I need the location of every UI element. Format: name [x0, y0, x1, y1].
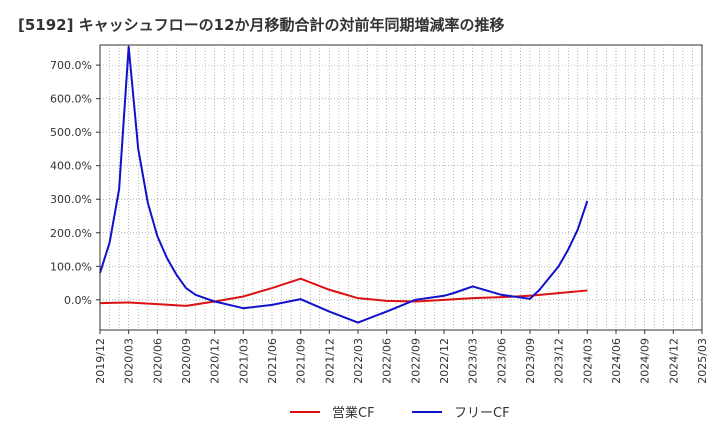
x-tick-label: 2021/06 [266, 338, 279, 384]
y-tick-label: 400.0% [50, 160, 92, 173]
x-tick-label: 2021/09 [295, 338, 308, 384]
y-axis: 0.0% 100.0% 200.0% 300.0% 400.0% 500.0% 600.0%… [50, 59, 100, 307]
x-axis: 2019/12 2020/03 2020/06 2020/09 2020/12 2021/… [94, 330, 709, 384]
x-tick-label: 2021/12 [323, 338, 336, 384]
legend: 営業CF フリーCF [290, 405, 510, 421]
x-tick-label: 2025/03 [696, 338, 709, 384]
x-tick-label: 2021/03 [237, 338, 250, 384]
x-tick-label: 2020/06 [151, 338, 164, 384]
series-line-free-cf [99, 45, 589, 324]
x-tick-label: 2022/12 [438, 338, 451, 384]
x-tick-label: 2024/03 [581, 338, 594, 384]
x-tick-label: 2024/12 [667, 338, 680, 384]
legend-label: フリーCF [454, 406, 510, 421]
x-tick-label: 2023/06 [495, 338, 508, 384]
x-tick-label: 2023/03 [467, 338, 480, 384]
y-tick-label: 200.0% [50, 227, 92, 240]
y-tick-label: 0.0% [64, 294, 92, 307]
y-tick-label: 100.0% [50, 260, 92, 273]
x-tick-label: 2020/03 [123, 338, 136, 384]
legend-label: 営業CF [332, 405, 375, 421]
x-tick-label: 2024/09 [639, 338, 652, 384]
x-tick-label: 2024/06 [610, 338, 623, 384]
x-tick-label: 2022/06 [381, 338, 394, 384]
x-tick-label: 2022/03 [352, 338, 365, 384]
series-group [99, 45, 589, 324]
chart-title: [5192] キャッシュフローの12か月移動合計の対前年同期増減率の推移 [18, 16, 505, 34]
x-tick-label: 2019/12 [94, 338, 107, 384]
y-tick-label: 700.0% [50, 59, 92, 72]
y-tick-label: 300.0% [50, 193, 92, 206]
x-tick-label: 2020/12 [209, 338, 222, 384]
x-tick-label: 2022/09 [409, 338, 422, 384]
x-tick-label: 2023/12 [553, 338, 566, 384]
series-line-operating-cf [99, 277, 588, 307]
x-tick-label: 2020/09 [180, 338, 193, 384]
x-tick-label: 2023/09 [524, 338, 537, 384]
y-tick-label: 500.0% [50, 126, 92, 139]
grid [99, 45, 703, 330]
y-tick-label: 600.0% [50, 93, 92, 106]
plot-frame [99, 44, 703, 331]
